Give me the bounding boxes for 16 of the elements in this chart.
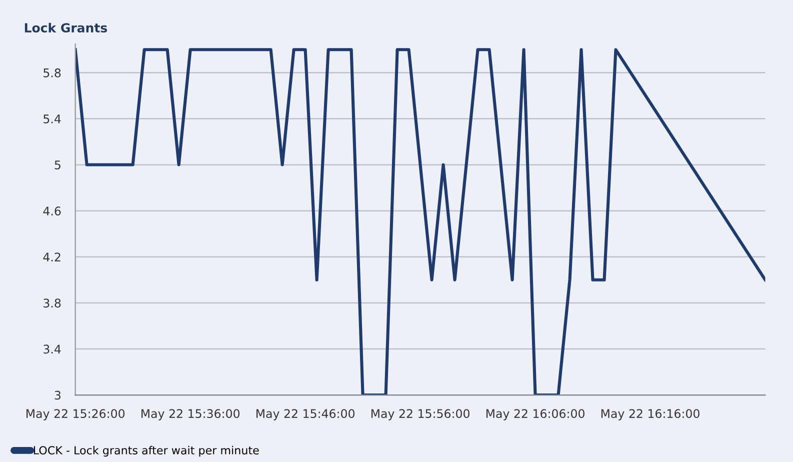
y-tick-label: 5.8	[44, 68, 61, 78]
y-tick-label: 4.2	[43, 252, 60, 262]
y-tick-label: 3.4	[44, 344, 61, 354]
chart-title: Lock Grants	[24, 22, 107, 33]
y-tick-label: 3.8	[44, 298, 61, 308]
x-tick-label: May 22 15:26:00	[26, 409, 125, 420]
y-tick-label: 5	[54, 160, 60, 170]
y-tick-label: 5.4	[44, 114, 61, 124]
x-tick-label: May 22 15:56:00	[371, 409, 470, 420]
x-tick-label: May 22 15:36:00	[142, 409, 240, 420]
y-tick-label: 3	[54, 390, 60, 400]
x-tick-label: May 22 16:06:00	[486, 409, 584, 420]
x-tick-label: May 22 16:16:00	[601, 409, 700, 420]
legend-label: LOCK - Lock grants after wait per minute	[34, 446, 259, 457]
y-tick-label: 4.6	[43, 206, 61, 216]
x-tick-label: May 22 15:46:00	[256, 409, 354, 420]
